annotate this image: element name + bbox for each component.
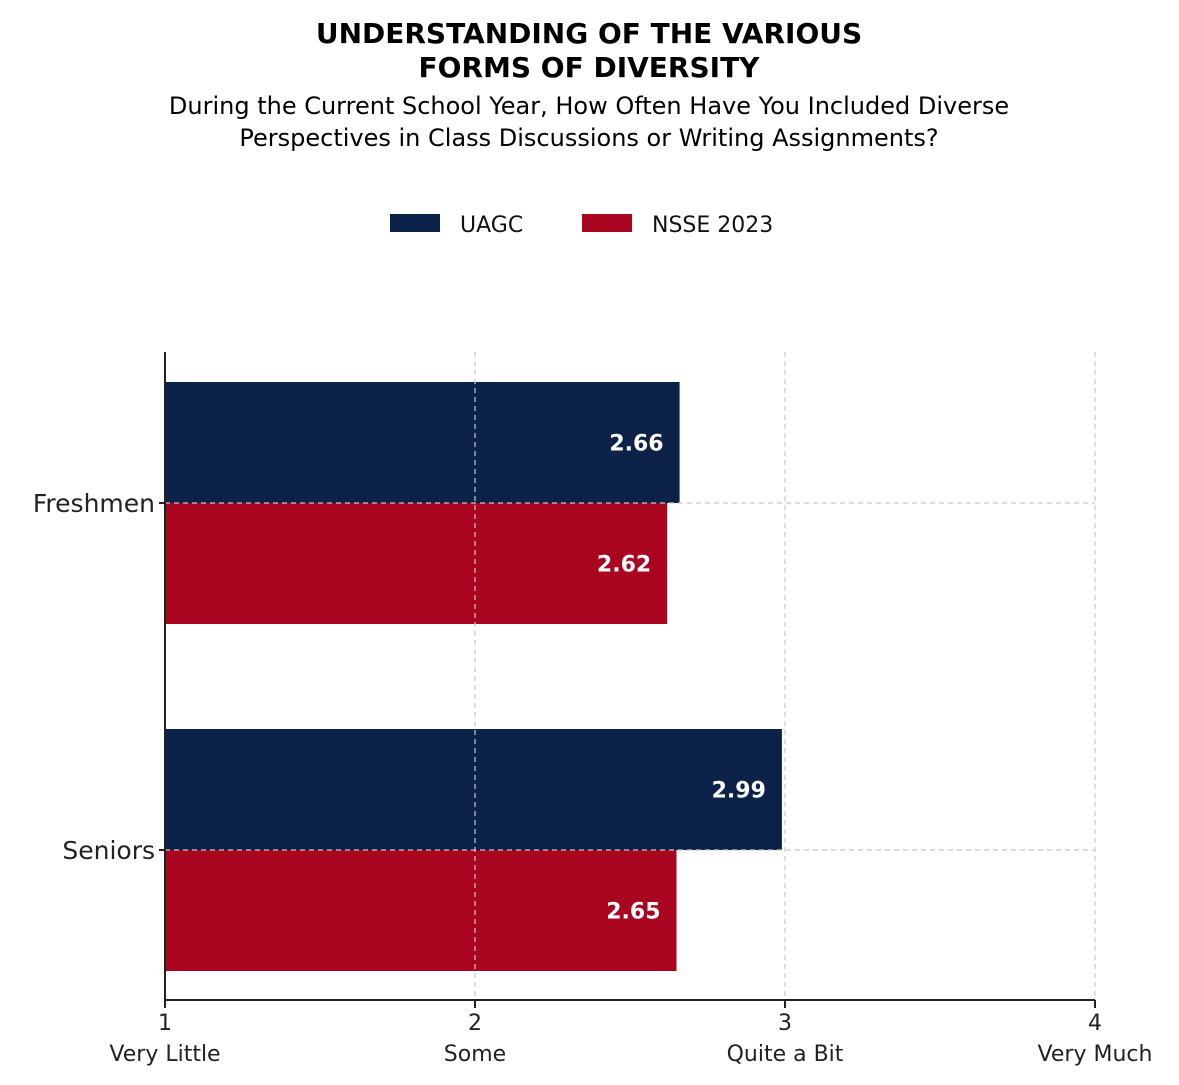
labels: 2.66 2.62 2.99 2.65 1 Very Little 2 Some 3 Quite … [33, 432, 1153, 1068]
bar-value-label-freshmen-1: 2.66 [609, 432, 663, 457]
x-tick-label-1: Very Little [109, 1042, 220, 1067]
legend: UAGC NSSE 2023 [390, 213, 773, 238]
chart-title-line-1: UNDERSTANDING OF THE VARIOUS [316, 17, 862, 50]
bar-freshmen-1 [165, 382, 680, 503]
chart-subtitle-line-2: Perspectives in Class Discussions or Wri… [239, 124, 938, 152]
x-tick-number-2: 2 [468, 1011, 482, 1036]
chart-title-line-2: FORMS OF DIVERSITY [419, 51, 761, 84]
legend-swatch-1 [390, 214, 440, 232]
x-tick-number-4: 4 [1088, 1011, 1102, 1036]
category-label-freshmen: Freshmen [33, 489, 155, 518]
x-tick-label-3: Quite a Bit [727, 1042, 844, 1067]
x-tick-label-2: Some [444, 1042, 506, 1067]
x-tick-number-3: 3 [778, 1011, 792, 1036]
bar-seniors-1 [165, 729, 782, 850]
grid [165, 352, 1096, 1000]
axes [159, 352, 1096, 1008]
chart-subtitle-line-1: During the Current School Year, How Ofte… [169, 92, 1009, 120]
x-tick-number-1: 1 [158, 1011, 172, 1036]
legend-swatch-2 [582, 214, 632, 232]
x-tick-label-4: Very Much [1038, 1042, 1153, 1067]
bar-value-label-freshmen-2: 2.62 [597, 553, 651, 578]
category-label-seniors: Seniors [62, 836, 155, 865]
bar-freshmen-2 [165, 503, 668, 624]
chart-title: UNDERSTANDING OF THE VARIOUS FORMS OF DI… [316, 17, 862, 84]
legend-label-1: UAGC [460, 213, 523, 238]
bar-value-label-seniors-2: 2.65 [606, 900, 660, 925]
bars [165, 382, 782, 971]
bar-value-label-seniors-1: 2.99 [712, 779, 766, 804]
legend-label-2: NSSE 2023 [652, 213, 773, 238]
chart-subtitle: During the Current School Year, How Ofte… [169, 92, 1009, 152]
bar-seniors-2 [165, 850, 677, 971]
